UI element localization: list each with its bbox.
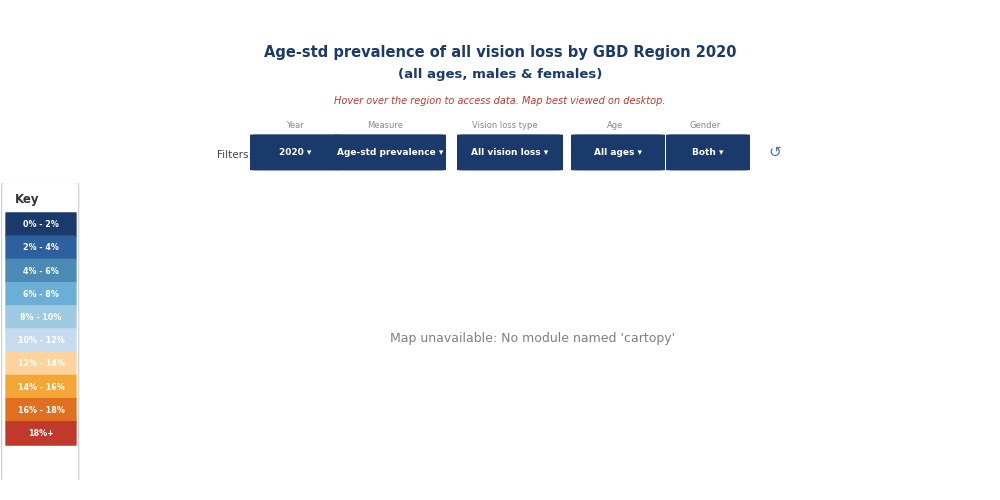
- FancyBboxPatch shape: [2, 182, 79, 483]
- Text: 4% - 6%: 4% - 6%: [23, 266, 59, 276]
- FancyBboxPatch shape: [5, 352, 77, 376]
- FancyBboxPatch shape: [5, 282, 77, 306]
- Text: Year: Year: [286, 120, 304, 130]
- Text: All vision loss ▾: All vision loss ▾: [471, 148, 549, 157]
- Text: Measure: Measure: [367, 120, 403, 130]
- Text: ↺: ↺: [769, 145, 781, 160]
- FancyBboxPatch shape: [5, 398, 77, 422]
- Text: 16% - 18%: 16% - 18%: [18, 406, 64, 414]
- Text: 12% - 14%: 12% - 14%: [18, 360, 64, 368]
- Text: 8% - 10%: 8% - 10%: [20, 313, 62, 322]
- FancyBboxPatch shape: [250, 134, 340, 170]
- Text: Filters:: Filters:: [217, 150, 253, 160]
- FancyBboxPatch shape: [457, 134, 563, 170]
- FancyBboxPatch shape: [5, 236, 77, 260]
- FancyBboxPatch shape: [5, 305, 77, 330]
- Text: Vision loss type: Vision loss type: [472, 120, 538, 130]
- Text: Vision Atlas  /  Magnitude and Projections  /  GBD Region Map & Estimates of Vis: Vision Atlas / Magnitude and Projections…: [155, 14, 555, 24]
- Text: Map unavailable: No module named 'cartopy': Map unavailable: No module named 'cartop…: [390, 332, 675, 345]
- Text: More in this section  →: More in this section →: [793, 14, 917, 24]
- Text: 10% - 12%: 10% - 12%: [18, 336, 64, 345]
- Text: (all ages, males & females): (all ages, males & females): [398, 68, 602, 81]
- Text: Hover over the region to access data. Map best viewed on desktop.: Hover over the region to access data. Ma…: [334, 96, 666, 106]
- Text: Key: Key: [15, 193, 39, 206]
- Text: Both ▾: Both ▾: [692, 148, 724, 157]
- Text: 2% - 4%: 2% - 4%: [23, 244, 59, 252]
- Text: Age: Age: [607, 120, 623, 130]
- Text: Age-std prevalence ▾: Age-std prevalence ▾: [337, 148, 443, 157]
- Text: All ages ▾: All ages ▾: [594, 148, 642, 157]
- FancyBboxPatch shape: [5, 374, 77, 400]
- FancyBboxPatch shape: [5, 212, 77, 237]
- Text: 2020 ▾: 2020 ▾: [279, 148, 311, 157]
- Text: 14% - 16%: 14% - 16%: [18, 382, 64, 392]
- FancyBboxPatch shape: [5, 258, 77, 283]
- Text: Age-std prevalence of all vision loss by GBD Region 2020: Age-std prevalence of all vision loss by…: [264, 46, 736, 60]
- Text: 6% - 8%: 6% - 8%: [23, 290, 59, 298]
- FancyBboxPatch shape: [334, 134, 446, 170]
- FancyBboxPatch shape: [571, 134, 665, 170]
- FancyBboxPatch shape: [5, 328, 77, 353]
- Text: Gender: Gender: [689, 120, 721, 130]
- Text: 0% - 2%: 0% - 2%: [23, 220, 59, 229]
- Text: 18%+: 18%+: [28, 429, 54, 438]
- FancyBboxPatch shape: [5, 421, 77, 446]
- FancyBboxPatch shape: [666, 134, 750, 170]
